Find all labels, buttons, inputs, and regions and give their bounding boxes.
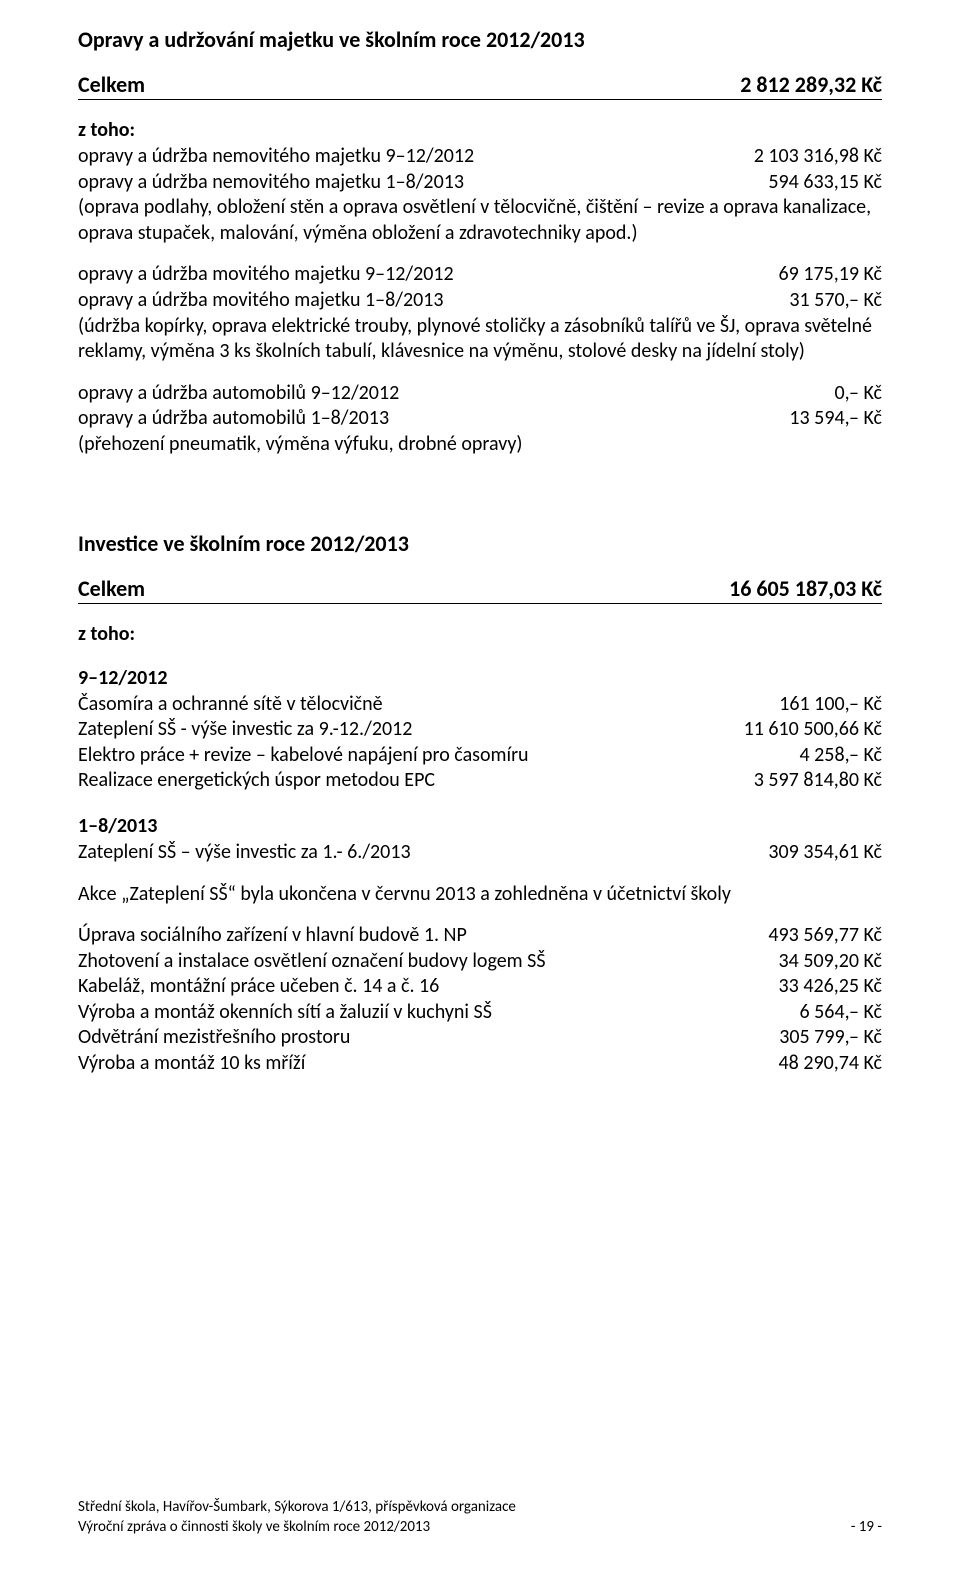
row-value: 69 175,19 Kč <box>779 262 882 288</box>
row-label: Zateplení SŠ - výše investic za 9.-12./2… <box>78 717 412 743</box>
row-value: 0,– Kč <box>834 381 882 407</box>
row-label: opravy a údržba nemovitého majetku 9–12/… <box>78 144 474 170</box>
row-value: 48 290,74 Kč <box>779 1051 882 1077</box>
section1-total-value: 2 812 289,32 Kč <box>740 71 882 98</box>
section2-ztoho: z toho: <box>78 622 882 646</box>
row-label: Elektro práce + revize – kabelové napáje… <box>78 743 529 769</box>
section1-total-row: Celkem 2 812 289,32 Kč <box>78 71 882 100</box>
row-value: 594 633,15 Kč <box>768 170 882 196</box>
table-row: Realizace energetických úspor metodou EP… <box>78 768 882 794</box>
page-footer: Střední škola, Havířov-Šumbark, Sýkorova… <box>78 1498 882 1537</box>
row-label: opravy a údržba movitého majetku 9–12/20… <box>78 262 454 288</box>
row-label: Výroba a montáž 10 ks mříží <box>78 1051 305 1077</box>
period2-label: 1–8/2013 <box>78 814 882 838</box>
table-row: Odvětrání mezistřešního prostoru 305 799… <box>78 1025 882 1051</box>
section1-total-label: Celkem <box>78 71 145 98</box>
row-value: 161 100,– Kč <box>779 692 882 718</box>
row-value: 4 258,– Kč <box>800 743 882 769</box>
section1-group3-desc: (přehození pneumatik, výměna výfuku, dro… <box>78 432 882 458</box>
footer-line2: Výroční zpráva o činnosti školy ve školn… <box>78 1518 831 1538</box>
row-value: 3 597 814,80 Kč <box>754 768 882 794</box>
table-row: Kabeláž, montážní práce učeben č. 14 a č… <box>78 974 882 1000</box>
table-row: opravy a údržba automobilů 9–12/2012 0,–… <box>78 381 882 407</box>
row-value: 309 354,61 Kč <box>768 840 882 866</box>
section2-total-row: Celkem 16 605 187,03 Kč <box>78 575 882 604</box>
row-label: Odvětrání mezistřešního prostoru <box>78 1025 350 1051</box>
table-row: opravy a údržba movitého majetku 1–8/201… <box>78 288 882 314</box>
table-row: opravy a údržba movitého majetku 9–12/20… <box>78 262 882 288</box>
section2-period1-rows: Časomíra a ochranné sítě v tělocvičně 16… <box>78 692 882 794</box>
row-value: 305 799,– Kč <box>779 1025 882 1051</box>
row-label: Úprava sociálního zařízení v hlavní budo… <box>78 923 467 949</box>
row-value: 33 426,25 Kč <box>779 974 882 1000</box>
footer-line1: Střední škola, Havířov-Šumbark, Sýkorova… <box>78 1498 831 1518</box>
section1-group1: opravy a údržba nemovitého majetku 9–12/… <box>78 144 882 246</box>
table-row: Zateplení SŠ - výše investic za 9.-12./2… <box>78 717 882 743</box>
section2-heading: Investice ve školním roce 2012/2013 <box>78 530 882 557</box>
row-value: 31 570,– Kč <box>789 288 882 314</box>
row-label: Kabeláž, montážní práce učeben č. 14 a č… <box>78 974 439 1000</box>
section1-group1-desc: (oprava podlahy, obložení stěn a oprava … <box>78 195 882 246</box>
section1-heading: Opravy a udržování majetku ve školním ro… <box>78 26 882 53</box>
table-row: Elektro práce + revize – kabelové napáje… <box>78 743 882 769</box>
row-value: 13 594,– Kč <box>789 406 882 432</box>
table-row: Zateplení SŠ – výše investic za 1.- 6./2… <box>78 840 882 866</box>
row-value: 2 103 316,98 Kč <box>754 144 882 170</box>
row-label: Realizace energetických úspor metodou EP… <box>78 768 435 794</box>
row-label: opravy a údržba nemovitého majetku 1–8/2… <box>78 170 464 196</box>
table-row: Výroba a montáž 10 ks mříží 48 290,74 Kč <box>78 1051 882 1077</box>
row-label: opravy a údržba movitého majetku 1–8/201… <box>78 288 444 314</box>
section2-total-value: 16 605 187,03 Kč <box>729 575 882 602</box>
section2-period2-note: Akce „Zateplení SŠ“ byla ukončena v červ… <box>78 882 882 908</box>
section1-ztoho: z toho: <box>78 118 882 142</box>
section1-group3: opravy a údržba automobilů 9–12/2012 0,–… <box>78 381 882 458</box>
period1-label: 9–12/2012 <box>78 666 882 690</box>
table-row: Zhotovení a instalace osvětlení označení… <box>78 949 882 975</box>
table-row: Výroba a montáž okenních sítí a žaluzií … <box>78 1000 882 1026</box>
table-row: opravy a údržba nemovitého majetku 1–8/2… <box>78 170 882 196</box>
row-label: Zhotovení a instalace osvětlení označení… <box>78 949 546 975</box>
row-label: opravy a údržba automobilů 9–12/2012 <box>78 381 399 407</box>
section2-total-label: Celkem <box>78 575 145 602</box>
section2-period2-rows-a: Zateplení SŠ – výše investic za 1.- 6./2… <box>78 840 882 866</box>
table-row: Úprava sociálního zařízení v hlavní budo… <box>78 923 882 949</box>
section1-group2: opravy a údržba movitého majetku 9–12/20… <box>78 262 882 364</box>
table-row: opravy a údržba nemovitého majetku 9–12/… <box>78 144 882 170</box>
row-value: 493 569,77 Kč <box>768 923 882 949</box>
section2-period2-rows-b: Úprava sociálního zařízení v hlavní budo… <box>78 923 882 1077</box>
row-label: Zateplení SŠ – výše investic za 1.- 6./2… <box>78 840 411 866</box>
row-label: Výroba a montáž okenních sítí a žaluzií … <box>78 1000 492 1026</box>
row-value: 34 509,20 Kč <box>779 949 882 975</box>
section1-group2-desc: (údržba kopírky, oprava elektrické troub… <box>78 314 882 365</box>
row-label: Časomíra a ochranné sítě v tělocvičně <box>78 692 383 718</box>
table-row: Časomíra a ochranné sítě v tělocvičně 16… <box>78 692 882 718</box>
footer-page-number: - 19 - <box>831 1518 882 1538</box>
row-value: 11 610 500,66 Kč <box>744 717 882 743</box>
row-value: 6 564,– Kč <box>800 1000 882 1026</box>
row-label: opravy a údržba automobilů 1–8/2013 <box>78 406 389 432</box>
table-row: opravy a údržba automobilů 1–8/2013 13 5… <box>78 406 882 432</box>
